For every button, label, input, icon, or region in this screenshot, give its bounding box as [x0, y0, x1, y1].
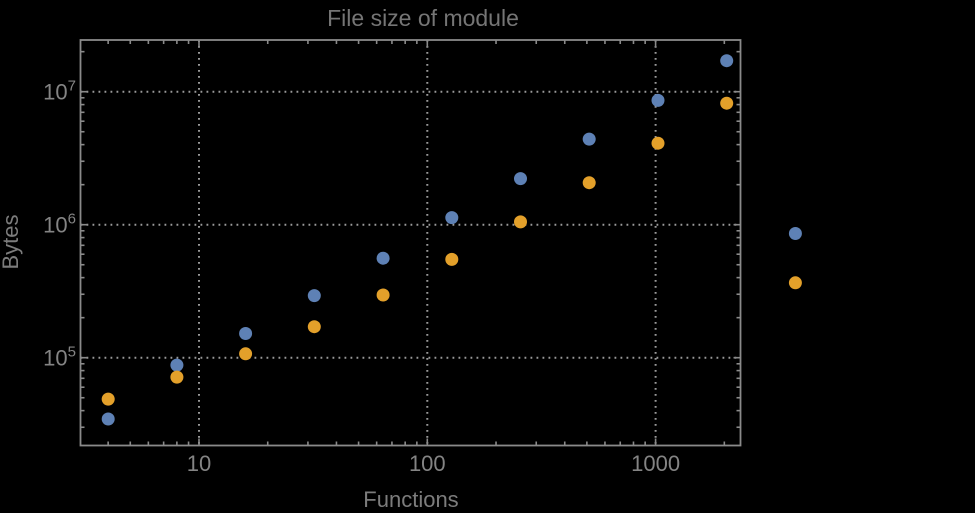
y-axis-label: Bytes [0, 214, 23, 269]
data-point-series-blue [582, 132, 596, 146]
data-point-series-blue [788, 227, 802, 240]
data-point-series-blue [651, 93, 665, 107]
x-tick-label: 1000 [631, 451, 680, 476]
tick-labels-layer: 10 100 1000 105 106 107 [43, 78, 680, 476]
x-axis-label: Functions [363, 487, 458, 512]
data-point-series-blue [514, 172, 527, 186]
data-point-series-blue [307, 289, 321, 303]
data-point-series-orange [720, 96, 734, 110]
data-point-series-blue [720, 54, 734, 68]
data-point-series-orange [514, 215, 527, 229]
x-tick-label: 100 [409, 451, 446, 476]
x-tick-label: 10 [187, 451, 211, 476]
data-point-series-orange [101, 392, 115, 406]
ticks-layer [80, 40, 741, 446]
data-point-series-orange [170, 370, 184, 384]
data-point-series-blue [445, 211, 459, 225]
data-point-series-blue [239, 327, 253, 340]
data-point-series-orange [582, 176, 596, 190]
gridlines-layer [80, 40, 741, 446]
data-point-series-blue [376, 251, 390, 265]
chart-title: File size of module [327, 5, 519, 31]
frame-layer [79, 39, 742, 447]
y-tick-label: 106 [43, 211, 76, 238]
data-point-series-orange [307, 320, 321, 334]
data-point-series-orange [651, 136, 665, 150]
plot-frame [79, 39, 742, 447]
data-point-series-orange [376, 288, 390, 302]
data-point-series-orange [788, 276, 802, 290]
data-point-series-orange [445, 252, 459, 266]
data-point-series-orange [239, 347, 253, 361]
data-point-series-blue [101, 412, 115, 426]
y-tick-label: 107 [43, 78, 76, 105]
data-point-series-blue [170, 358, 184, 372]
data-points-layer [101, 54, 802, 426]
y-tick-label: 105 [43, 344, 76, 371]
